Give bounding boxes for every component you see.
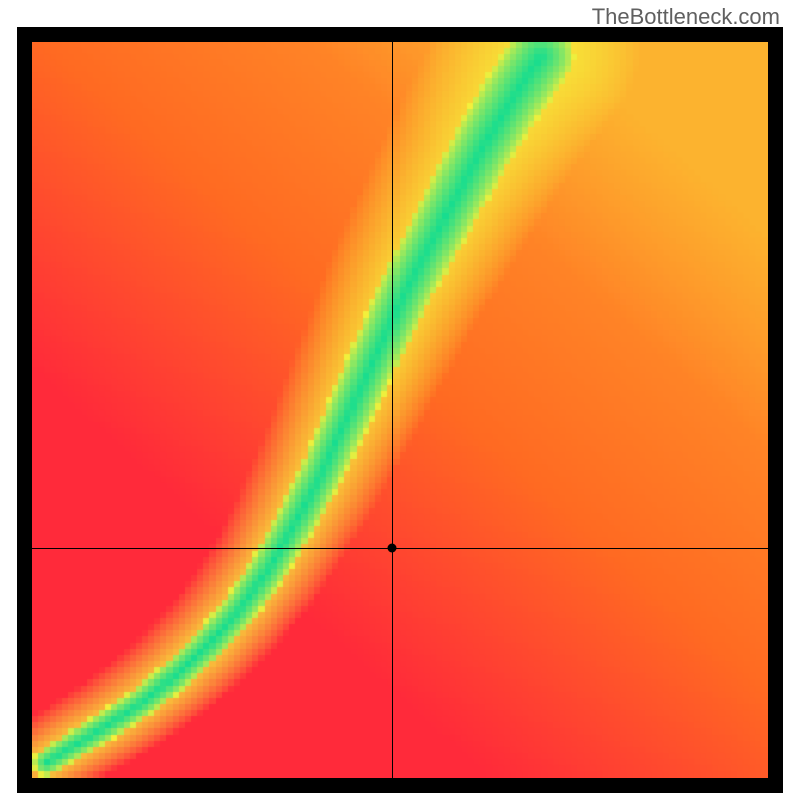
plot-frame	[17, 27, 783, 793]
crosshair-marker	[387, 544, 396, 553]
heatmap-canvas	[32, 42, 768, 778]
crosshair-vertical	[392, 42, 393, 778]
plot-area	[32, 42, 768, 778]
watermark-text: TheBottleneck.com	[592, 4, 780, 30]
crosshair-horizontal	[32, 548, 768, 549]
chart-container: TheBottleneck.com	[0, 0, 800, 800]
